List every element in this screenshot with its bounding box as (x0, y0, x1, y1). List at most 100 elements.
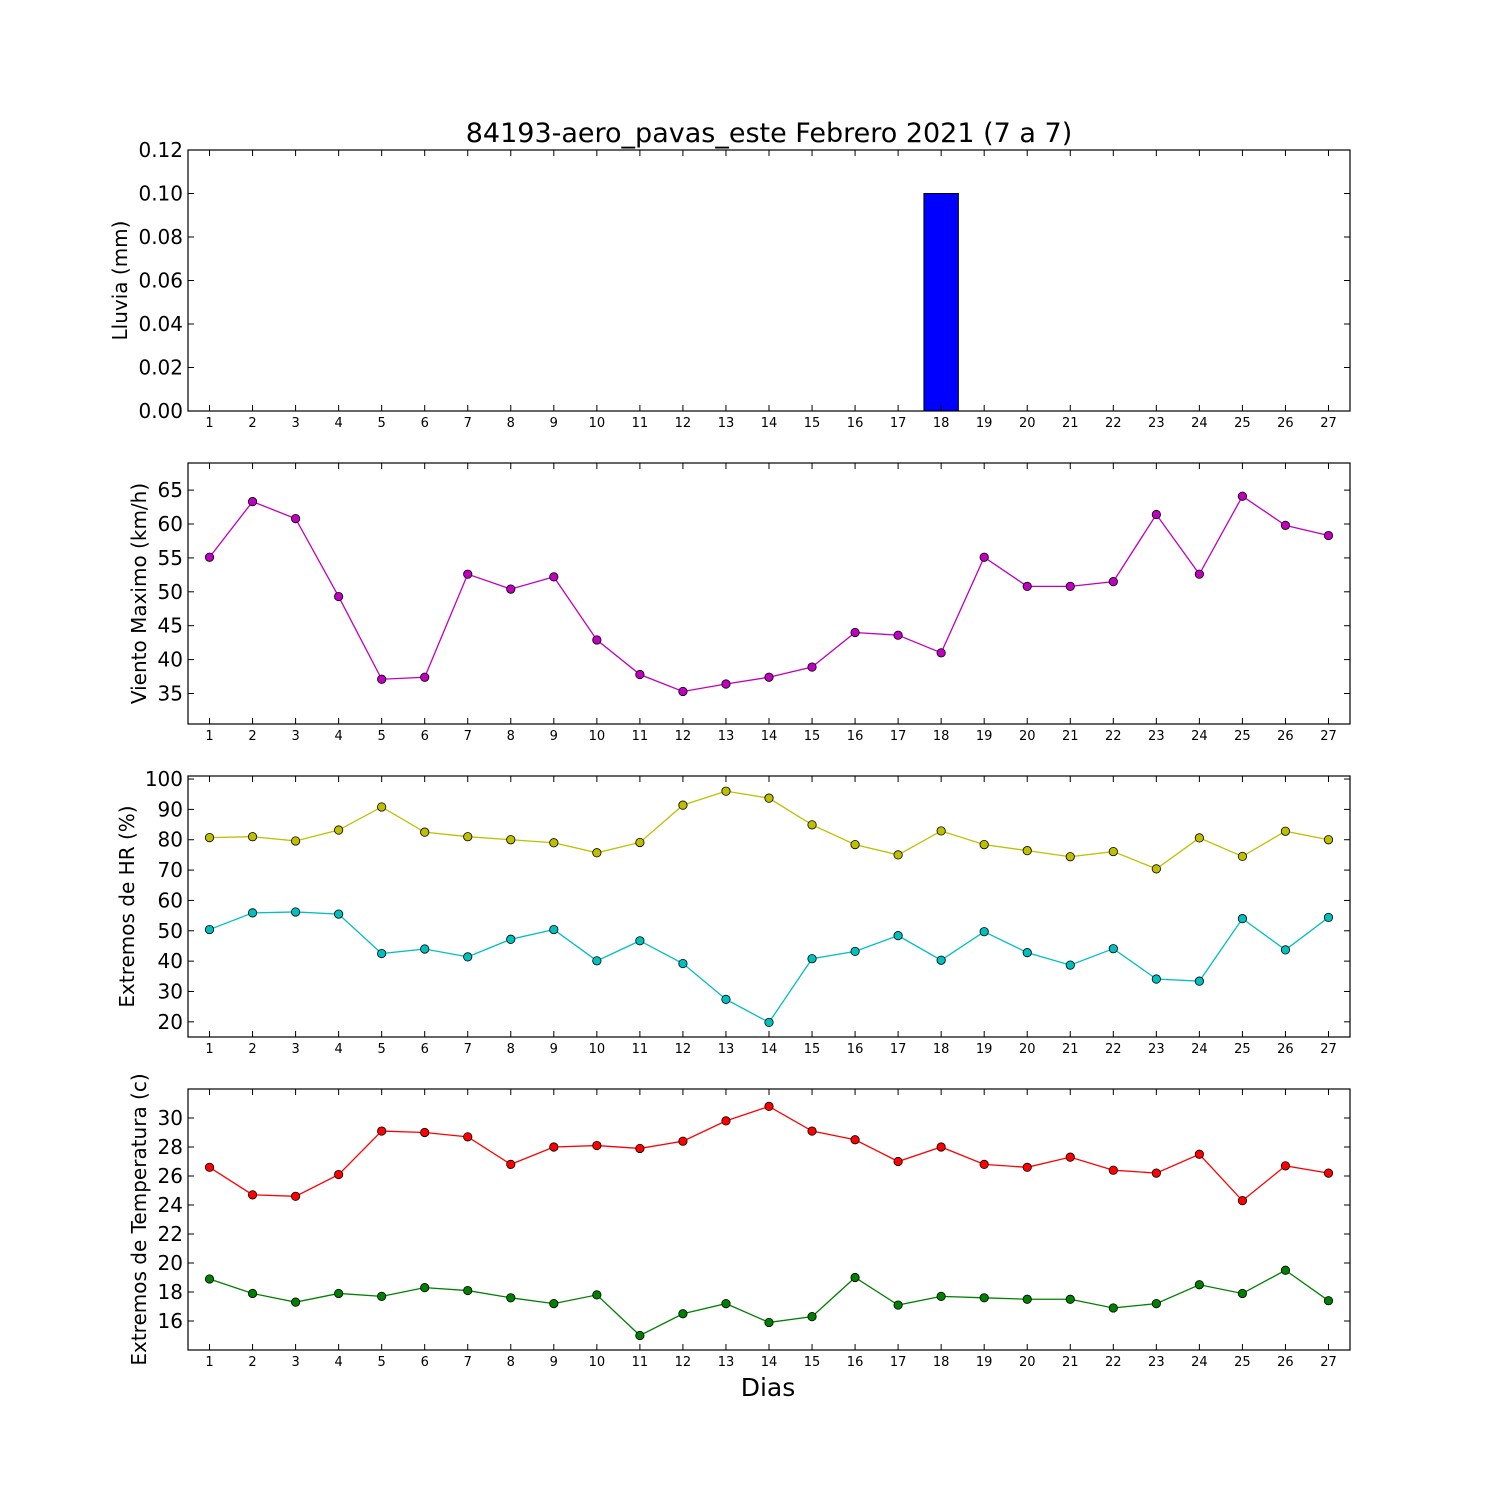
x-tick-label: 19 (976, 1042, 993, 1057)
point-series2-day-3 (290, 1297, 301, 1307)
y-tick-label: 30 (158, 1106, 183, 1130)
point-series1-day-1 (204, 833, 215, 843)
axes-frame (187, 1088, 1351, 1351)
point-series1-day-22 (1108, 577, 1118, 587)
point-series1-day-17 (893, 850, 903, 860)
x-tick-label: 20 (1019, 416, 1036, 431)
y-tick-label: 0.08 (138, 225, 183, 249)
point-series2-day-4 (334, 909, 344, 919)
point-series1-day-14 (764, 1101, 774, 1112)
series-line-1 (209, 495, 1329, 693)
point-series1-day-10 (592, 1140, 602, 1151)
point-series1-day-13 (721, 1116, 731, 1126)
x-tick-label: 3 (291, 1355, 299, 1370)
x-tick-label: 8 (507, 1355, 515, 1370)
point-series1-day-1 (204, 1162, 215, 1172)
point-series1-day-7 (463, 832, 473, 842)
series-line-1 (209, 790, 1329, 870)
x-tick-label: 3 (291, 1042, 299, 1057)
point-series2-day-6 (420, 1283, 430, 1293)
point-series1-day-12 (678, 1136, 688, 1146)
point-series1-day-20 (1022, 581, 1032, 591)
x-tick-label: 19 (976, 416, 993, 431)
point-series1-day-8 (506, 1159, 516, 1170)
x-tick-label: 21 (1062, 1042, 1079, 1057)
point-series2-day-10 (592, 1290, 602, 1300)
point-series2-day-11 (635, 936, 645, 946)
x-tick-label: 18 (933, 729, 950, 744)
point-series1-day-4 (334, 591, 344, 602)
x-tick-label: 19 (976, 1355, 993, 1370)
x-tick-label: 11 (632, 1355, 649, 1370)
point-series1-day-24 (1194, 569, 1204, 579)
y-tick-label: 0.00 (138, 399, 183, 423)
point-series1-day-4 (334, 825, 344, 835)
y-tick-label: 45 (158, 614, 183, 638)
point-series1-day-5 (377, 1126, 387, 1136)
point-series1-day-23 (1151, 509, 1161, 520)
x-tick-label: 24 (1191, 416, 1208, 431)
point-series1-day-25 (1237, 1196, 1248, 1206)
x-tick-label: 22 (1105, 729, 1122, 744)
x-tick-label: 10 (589, 1042, 606, 1057)
point-series2-day-24 (1194, 1280, 1204, 1290)
y-tick-label: 20 (158, 1251, 183, 1275)
y-tick-label: 18 (158, 1280, 183, 1304)
point-series1-day-5 (377, 802, 387, 812)
x-tick-label: 25 (1234, 729, 1251, 744)
point-series1-day-21 (1065, 852, 1075, 862)
point-series2-day-25 (1237, 1288, 1248, 1299)
point-series2-day-8 (506, 1293, 516, 1303)
point-series2-day-2 (247, 1288, 258, 1299)
x-tick-label: 12 (675, 1355, 692, 1370)
x-tick-label: 16 (847, 416, 864, 431)
series-line-1 (209, 1105, 1329, 1202)
x-tick-label: 24 (1191, 1355, 1208, 1370)
point-series2-day-27 (1323, 912, 1334, 923)
x-tick-label: 3 (291, 416, 299, 431)
point-series2-day-9 (549, 1299, 559, 1309)
x-tick-label: 5 (378, 1355, 386, 1370)
point-series1-day-20 (1022, 846, 1032, 856)
x-tick-label: 10 (589, 729, 606, 744)
point-series1-day-18 (936, 1142, 946, 1152)
point-series2-day-7 (463, 1285, 473, 1296)
point-series2-day-5 (377, 1291, 387, 1301)
x-tick-label: 2 (248, 1355, 256, 1370)
point-series1-day-7 (463, 1132, 473, 1142)
x-tick-label: 7 (464, 729, 472, 744)
x-tick-label: 17 (890, 1355, 907, 1370)
point-series2-day-22 (1108, 1303, 1118, 1313)
point-series1-day-2 (247, 832, 258, 842)
x-tick-label: 25 (1234, 1042, 1251, 1057)
y-axis-label: Extremos de Temperatura (c) (127, 1073, 151, 1365)
series-line-2 (209, 911, 1329, 1024)
point-series1-day-23 (1151, 1168, 1161, 1178)
point-series1-day-9 (549, 1142, 559, 1152)
x-tick-label: 24 (1191, 1042, 1208, 1057)
x-tick-label: 25 (1234, 416, 1251, 431)
point-series2-day-15 (807, 954, 817, 964)
y-tick-label: 100 (145, 767, 183, 791)
point-series2-day-12 (678, 958, 688, 969)
point-series1-day-25 (1237, 491, 1248, 501)
point-series1-day-17 (893, 1156, 903, 1167)
point-series1-day-7 (463, 569, 473, 579)
x-tick-label: 11 (632, 416, 649, 431)
y-tick-label: 0.02 (138, 356, 183, 380)
x-tick-label: 14 (761, 729, 778, 744)
x-tick-label: 20 (1019, 729, 1036, 744)
point-series1-day-9 (549, 572, 559, 582)
x-tick-label: 7 (464, 1042, 472, 1057)
y-tick-label: 30 (158, 979, 183, 1003)
chart-title: 84193-aero_pavas_este Febrero 2021 (7 a … (466, 118, 1073, 149)
y-tick-label: 26 (158, 1164, 183, 1188)
point-series2-day-21 (1065, 960, 1075, 970)
x-tick-label: 13 (718, 416, 735, 431)
x-tick-label: 10 (589, 416, 606, 431)
y-tick-label: 60 (158, 512, 183, 536)
point-series2-day-26 (1280, 1265, 1291, 1275)
point-series1-day-13 (721, 786, 731, 796)
x-tick-label: 4 (334, 1042, 342, 1057)
